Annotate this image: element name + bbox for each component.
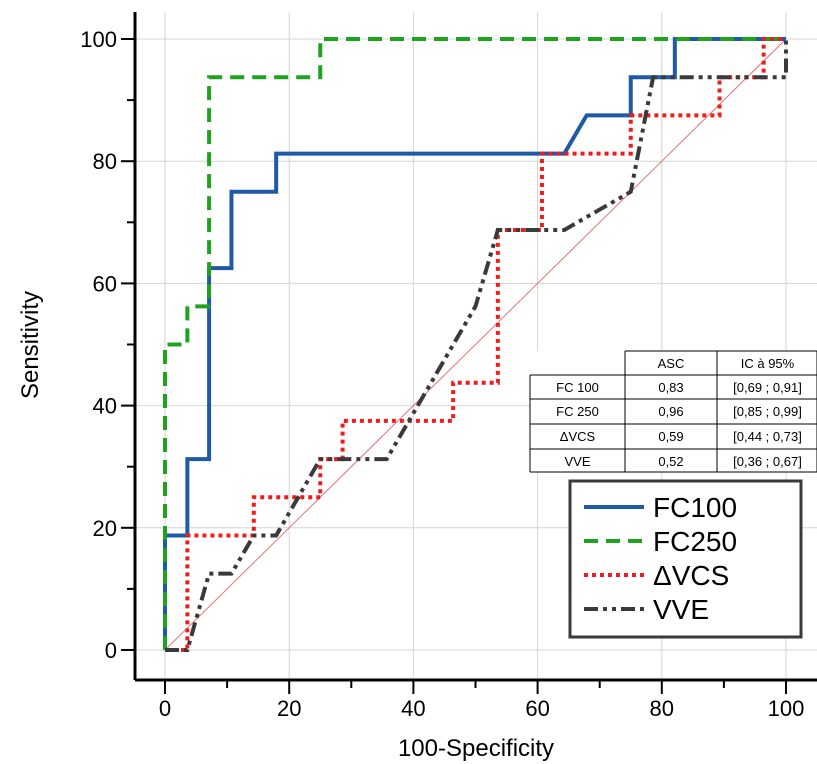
y-tick-label-100: 100: [80, 27, 117, 52]
table-cell: ΔVCS: [560, 429, 596, 444]
legend-label-3: VVE: [653, 594, 709, 625]
auc-table: ASC IC à 95% FC 100 0,83 [0,69 ; 0,91] FC 250…: [529, 350, 817, 473]
table-cell: 0,52: [658, 454, 683, 469]
x-tick-label-100: 100: [768, 696, 805, 721]
x-tick-label-0: 0: [159, 696, 171, 721]
y-tick-label-60: 60: [93, 271, 117, 296]
table-header-cell: ASC: [658, 356, 685, 371]
grid: [135, 12, 817, 680]
y-tick-label-80: 80: [93, 149, 117, 174]
table-cell: [0,85 ; 0,99]: [733, 404, 802, 419]
table-cell: 0,83: [658, 380, 683, 395]
series-line-2: [165, 37, 786, 652]
legend-label-0: FC100: [653, 492, 737, 523]
ticks: 0 20 40 60 80 100 0 20 40 60 80 100: [80, 27, 804, 721]
table-cell: [0,69 ; 0,91]: [733, 380, 802, 395]
legend-label-1: FC250: [653, 526, 737, 557]
table-cell: 0,96: [658, 404, 683, 419]
reference-diagonal-line: [164, 38, 787, 651]
x-tick-label-60: 60: [525, 696, 549, 721]
table-cell: 0,59: [658, 429, 683, 444]
table-cell: VVE: [564, 454, 590, 469]
y-tick-label-0: 0: [105, 638, 117, 663]
series-line-1: [163, 37, 786, 650]
y-axis-title: Sensitivity: [17, 291, 44, 399]
series-line-3: [165, 39, 788, 652]
series-layer: [163, 37, 788, 652]
x-axis-title: 100-Specificity: [398, 735, 554, 762]
x-tick-label-20: 20: [277, 696, 301, 721]
table-cell: FC 250: [556, 404, 599, 419]
table-cell: [0,44 ; 0,73]: [733, 429, 802, 444]
x-tick-label-40: 40: [401, 696, 425, 721]
table-cell: [0,36 ; 0,67]: [733, 454, 802, 469]
y-tick-label-20: 20: [93, 516, 117, 541]
table-header-cell: IC à 95%: [741, 356, 795, 371]
table-cell: FC 100: [556, 380, 599, 395]
x-tick-label-80: 80: [650, 696, 674, 721]
y-tick-label-40: 40: [93, 394, 117, 419]
legend-label-2: ΔVCS: [653, 560, 729, 591]
series-line-0: [163, 37, 786, 650]
table-background: [530, 351, 817, 472]
